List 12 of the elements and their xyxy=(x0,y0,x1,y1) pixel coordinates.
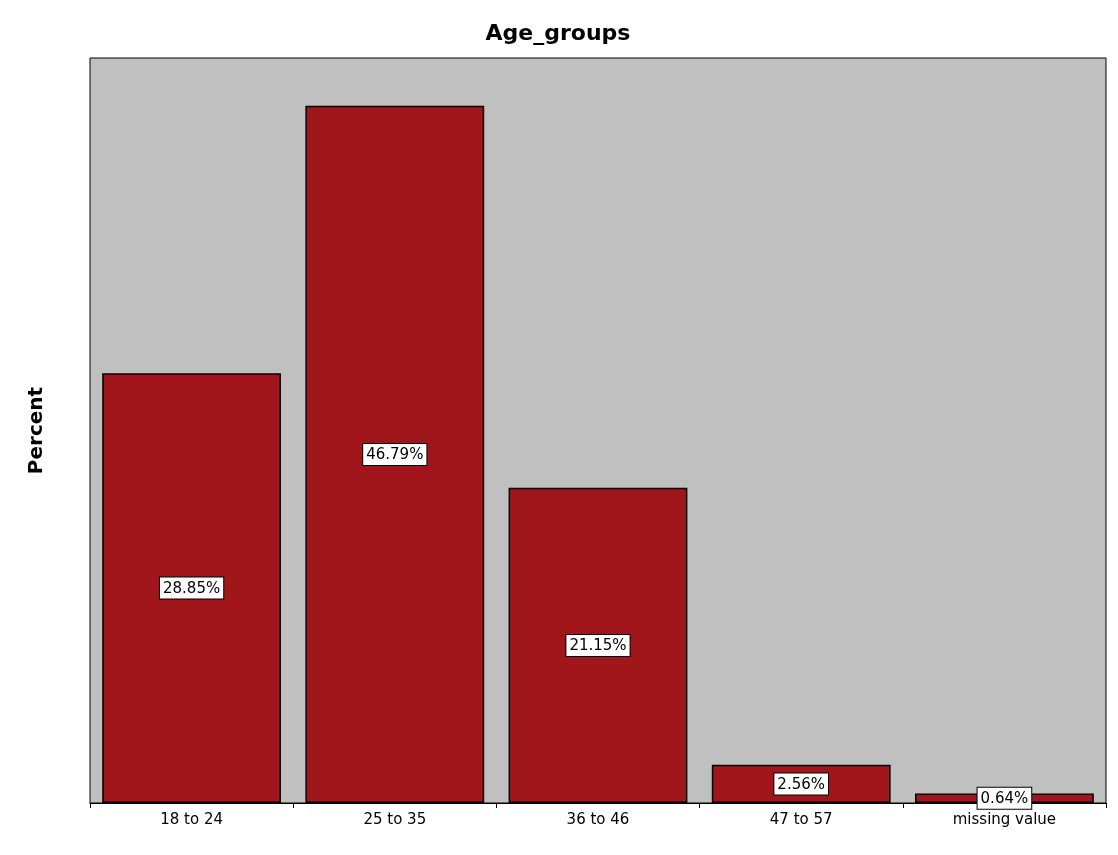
x-tick-label: 18 to 24 xyxy=(160,809,223,828)
y-axis-title: Percent xyxy=(23,386,47,475)
data-label: 0.64% xyxy=(980,789,1029,808)
data-label: 28.85% xyxy=(163,579,221,598)
x-tick-label: 47 to 57 xyxy=(769,809,833,828)
data-label: 46.79% xyxy=(366,445,424,464)
x-tick-label: missing value xyxy=(952,809,1057,828)
data-label: 2.56% xyxy=(777,774,826,793)
data-label: 21.15% xyxy=(569,636,627,655)
x-tick-label: 25 to 35 xyxy=(363,809,427,828)
x-tick-label: 36 to 46 xyxy=(566,809,630,828)
chart-title: Age_groups xyxy=(485,19,631,45)
